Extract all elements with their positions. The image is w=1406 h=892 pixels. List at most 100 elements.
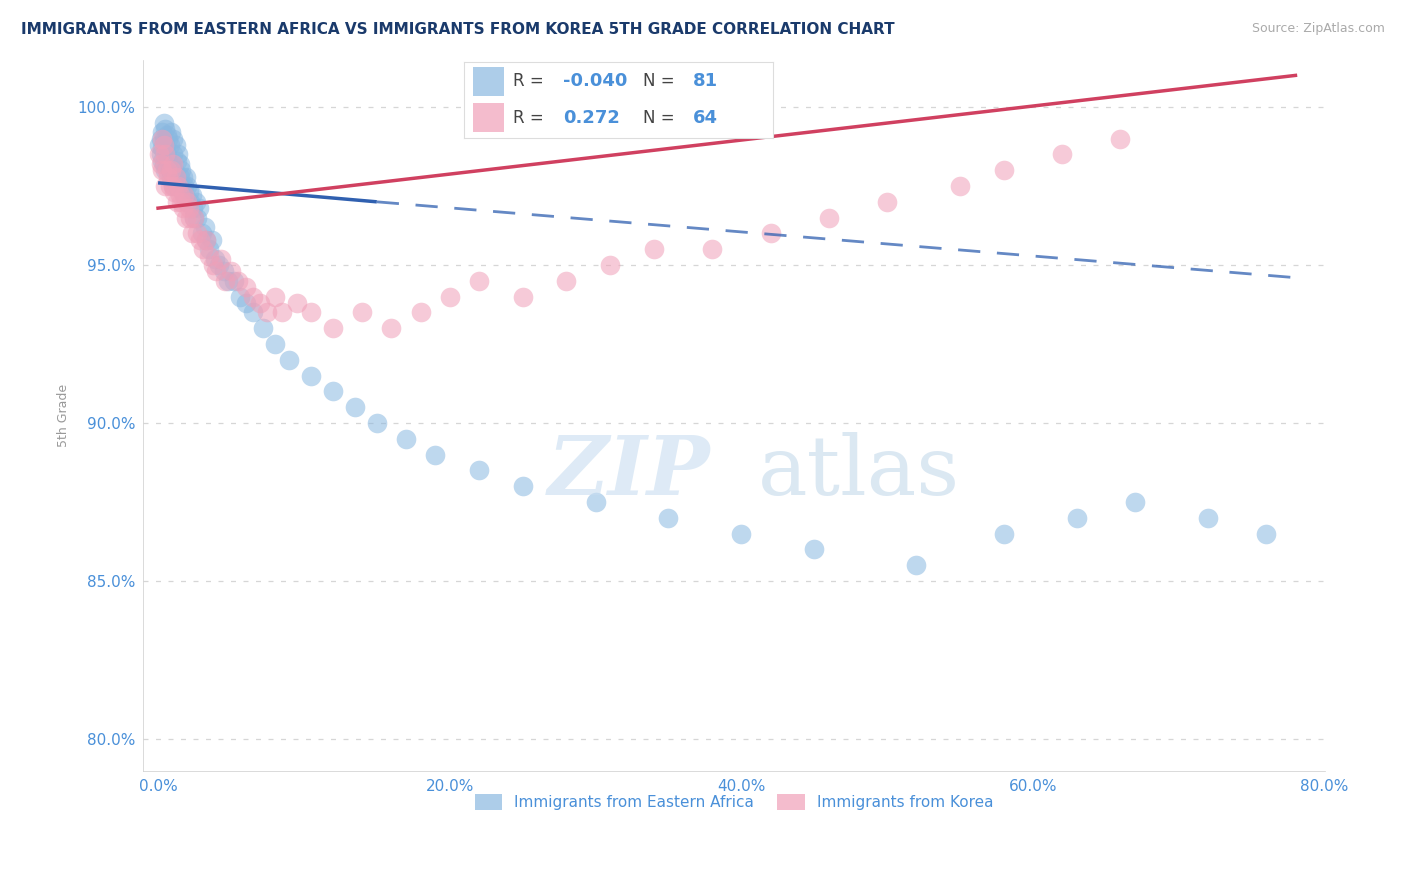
Text: atlas: atlas	[758, 432, 960, 512]
Point	[153, 157, 176, 171]
Text: R =: R =	[513, 72, 544, 90]
Point	[148, 147, 170, 161]
Point	[242, 305, 264, 319]
Point	[184, 194, 207, 209]
Point	[162, 179, 184, 194]
Point	[172, 169, 194, 184]
Point	[167, 179, 190, 194]
Point	[343, 401, 366, 415]
Point	[198, 248, 221, 262]
Point	[242, 290, 264, 304]
Point	[191, 227, 214, 241]
Point	[155, 163, 177, 178]
Point	[271, 305, 294, 319]
Point	[702, 242, 724, 256]
Point	[730, 526, 752, 541]
Text: N =: N =	[644, 72, 675, 90]
Point	[176, 179, 198, 194]
Y-axis label: 5th Grade: 5th Grade	[58, 384, 70, 447]
Point	[152, 125, 174, 139]
Point	[170, 163, 193, 178]
Point	[165, 137, 187, 152]
Point	[165, 169, 187, 184]
Point	[181, 201, 204, 215]
Point	[152, 153, 174, 168]
Point	[162, 157, 184, 171]
Point	[217, 274, 239, 288]
Point	[468, 274, 491, 288]
Point	[163, 163, 186, 178]
Text: R =: R =	[513, 109, 544, 127]
Point	[160, 125, 183, 139]
Point	[235, 280, 257, 294]
Point	[219, 264, 242, 278]
Point	[201, 233, 224, 247]
Point	[222, 274, 245, 288]
Point	[352, 305, 374, 319]
Point	[202, 258, 225, 272]
Point	[1066, 511, 1088, 525]
Point	[512, 479, 534, 493]
Point	[180, 227, 202, 241]
Point	[153, 116, 176, 130]
Point	[148, 137, 170, 152]
Point	[299, 368, 322, 383]
Point	[226, 274, 249, 288]
Point	[235, 296, 257, 310]
Point	[183, 211, 205, 225]
Point	[905, 558, 928, 573]
Point	[249, 296, 271, 310]
Point	[205, 264, 228, 278]
Point	[198, 242, 221, 256]
Point	[263, 290, 285, 304]
Point	[803, 542, 825, 557]
Bar	[474, 67, 505, 95]
Point	[167, 147, 190, 161]
Point	[187, 201, 209, 215]
Point	[188, 233, 211, 247]
Text: -0.040: -0.040	[562, 72, 627, 90]
Point	[169, 188, 191, 202]
Point	[186, 211, 208, 225]
Point	[186, 227, 208, 241]
Point	[439, 290, 461, 304]
Point	[149, 157, 172, 171]
Bar	[474, 103, 505, 132]
Point	[228, 290, 250, 304]
Point	[157, 169, 180, 184]
Point	[159, 179, 181, 194]
Point	[160, 163, 183, 178]
Point	[153, 131, 176, 145]
Point	[179, 211, 201, 225]
Point	[159, 163, 181, 178]
Point	[155, 137, 177, 152]
Point	[195, 233, 218, 247]
Text: 81: 81	[693, 72, 718, 90]
Point	[162, 131, 184, 145]
Point	[1109, 131, 1132, 145]
Point	[172, 201, 194, 215]
Point	[204, 252, 226, 266]
Point	[876, 194, 898, 209]
Point	[173, 179, 195, 194]
Point	[208, 258, 231, 272]
Point	[173, 188, 195, 202]
Point	[643, 242, 665, 256]
Point	[177, 186, 200, 200]
Point	[162, 147, 184, 161]
Point	[599, 258, 621, 272]
Point	[380, 321, 402, 335]
Point	[423, 448, 446, 462]
Point	[159, 137, 181, 152]
Text: 0.272: 0.272	[562, 109, 620, 127]
Point	[152, 141, 174, 155]
Point	[173, 188, 195, 202]
Point	[657, 511, 679, 525]
Point	[263, 337, 285, 351]
Point	[395, 432, 418, 446]
Point	[174, 211, 197, 225]
Point	[157, 131, 180, 145]
Point	[993, 163, 1015, 178]
Point	[209, 252, 232, 266]
Point	[149, 131, 172, 145]
